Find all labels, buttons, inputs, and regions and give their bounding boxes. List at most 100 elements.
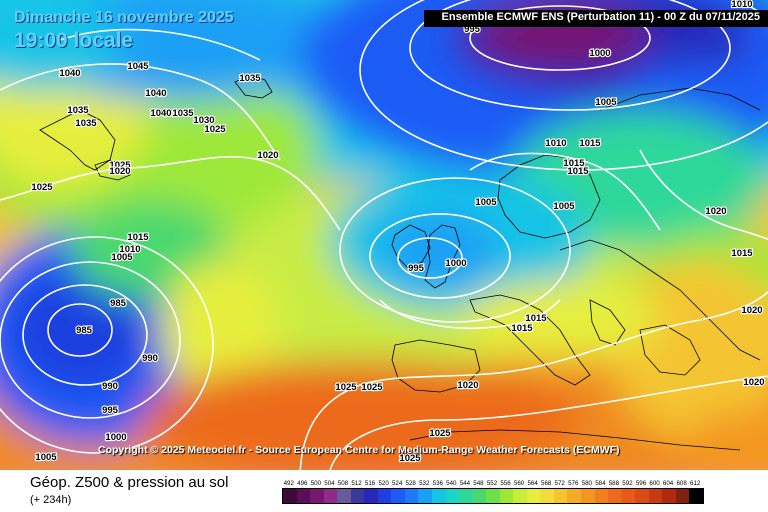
geopotential-field	[0, 0, 768, 470]
color-scale-swatch	[432, 489, 446, 503]
color-scale-swatch	[567, 489, 582, 503]
coastlines	[39, 74, 761, 451]
isobar-label: 990	[102, 381, 118, 392]
color-scale-swatch	[635, 489, 649, 503]
forecast-local-time: 19:00 locale	[14, 29, 134, 52]
color-scale-swatch	[608, 489, 622, 503]
color-scale-swatch	[472, 489, 487, 503]
isobar-label: 1020	[457, 380, 478, 391]
color-scale-swatch	[323, 489, 338, 503]
color-scale-swatch	[377, 489, 392, 503]
color-scale-bar	[282, 488, 704, 504]
isobar-label: 1040	[59, 68, 80, 79]
isobar-label: 1015	[127, 232, 149, 243]
isobar-label: 1015	[525, 313, 547, 324]
color-scale-label: 604	[662, 480, 674, 487]
color-scale-swatch	[364, 489, 378, 503]
color-scale-swatch	[648, 489, 663, 503]
color-scale-swatch	[310, 489, 324, 503]
isobar-label: 1025	[335, 382, 357, 393]
color-scale-label: 592	[622, 480, 633, 487]
isobar-label: 1015	[567, 166, 589, 177]
isobar-label: 1025	[399, 453, 421, 464]
color-scale-swatch	[404, 489, 419, 503]
isobar-label: 995	[408, 263, 425, 274]
isobar-label: 1025	[109, 160, 131, 171]
color-scale-label: 556	[500, 480, 511, 487]
isobar-label: 1000	[589, 48, 610, 59]
color-scale-label: 504	[324, 480, 335, 487]
map-title: Géop. Z500 & pression au sol	[30, 474, 229, 491]
color-scale-swatch	[621, 489, 636, 503]
color-scale-labels: 492 496 500 504 508 512 516 520 524 528 532 536 540 5…	[282, 480, 704, 487]
color-scale-label: 528	[405, 480, 416, 487]
color-scale-label: 600	[649, 480, 660, 487]
isobar-label: 1025	[31, 182, 53, 193]
color-scale-swatch	[337, 489, 351, 503]
isobar-label: 1010	[119, 244, 140, 255]
color-scale-label: 596	[635, 480, 647, 487]
color-scale-label: 588	[608, 480, 620, 487]
isobar-label: 1010	[731, 0, 752, 10]
color-scale-swatch	[391, 489, 405, 503]
color-scale-label: 584	[595, 480, 606, 487]
color-scale-label: 580	[581, 480, 592, 487]
isobar-label: 1040	[150, 108, 171, 119]
isobar-label: 1020	[257, 150, 278, 161]
color-scale-label: 568	[541, 480, 552, 487]
isobar-label: 1005	[475, 197, 497, 208]
isobar-label: 990	[142, 353, 158, 364]
color-scale-swatch	[594, 489, 609, 503]
color-scale-swatch	[662, 489, 676, 503]
isobar-label: 1005	[553, 201, 575, 212]
color-scale-swatch	[283, 489, 297, 503]
isobar-label: 1015	[563, 158, 585, 169]
color-scale-swatch	[459, 489, 473, 503]
forecast-lead-time: (+ 234h)	[30, 494, 72, 506]
color-scale-swatch	[689, 489, 703, 503]
forecast-date: Dimanche 16 novembre 2025	[14, 9, 234, 26]
copyright-notice: Copyright © 2025 Meteociel.fr - Source E…	[98, 444, 620, 456]
color-scale-swatch	[486, 489, 500, 503]
isobar-label: 1045	[127, 61, 149, 72]
isobar-label: 1030	[193, 115, 214, 126]
color-scale-label: 560	[513, 480, 525, 487]
color-scale-label: 496	[297, 480, 308, 487]
header-left: Dimanche 16 novembre 2025 19:00 locale	[14, 9, 234, 52]
isobar-label: 1025	[204, 124, 226, 135]
isobar-label: 1020	[109, 166, 130, 177]
isobar-label: 1000	[105, 432, 126, 443]
isobar-label: 1035	[75, 118, 97, 129]
color-scale-swatch	[499, 489, 514, 503]
color-scale-label: 516	[364, 480, 376, 487]
color-scale-label: 492	[283, 480, 294, 487]
color-scale-label: 520	[378, 480, 389, 487]
isobar-label: 1005	[35, 452, 57, 463]
isobar-label: 1005	[595, 97, 617, 108]
color-scale-label: 552	[486, 480, 498, 487]
color-scale-label: 612	[690, 480, 701, 487]
color-scale-swatch	[675, 489, 690, 503]
color-scale-label: 608	[676, 480, 687, 487]
isobar-label: 1035	[172, 108, 194, 119]
color-scale-swatch	[445, 489, 460, 503]
color-scale-label: 500	[310, 480, 322, 487]
isobar-label: 995	[102, 405, 119, 416]
color-scale-label: 544	[459, 480, 471, 487]
isobar-label: 1020	[743, 377, 764, 388]
isobar-label: 1010	[545, 138, 566, 149]
color-scale-label: 576	[568, 480, 579, 487]
isobar-label: 1000	[445, 258, 466, 269]
isobar-label: 1015	[511, 323, 533, 334]
isobar-label: 1005	[111, 252, 133, 263]
isobar-label: 1035	[239, 73, 261, 84]
color-scale-swatch	[296, 489, 311, 503]
color-scale-label: 548	[473, 480, 484, 487]
isobar-label: 1025	[361, 382, 383, 393]
color-scale-label: 540	[446, 480, 457, 487]
color-scale-swatch	[350, 489, 365, 503]
isobar-label: 985	[76, 325, 93, 336]
color-scale-label: 536	[432, 480, 443, 487]
